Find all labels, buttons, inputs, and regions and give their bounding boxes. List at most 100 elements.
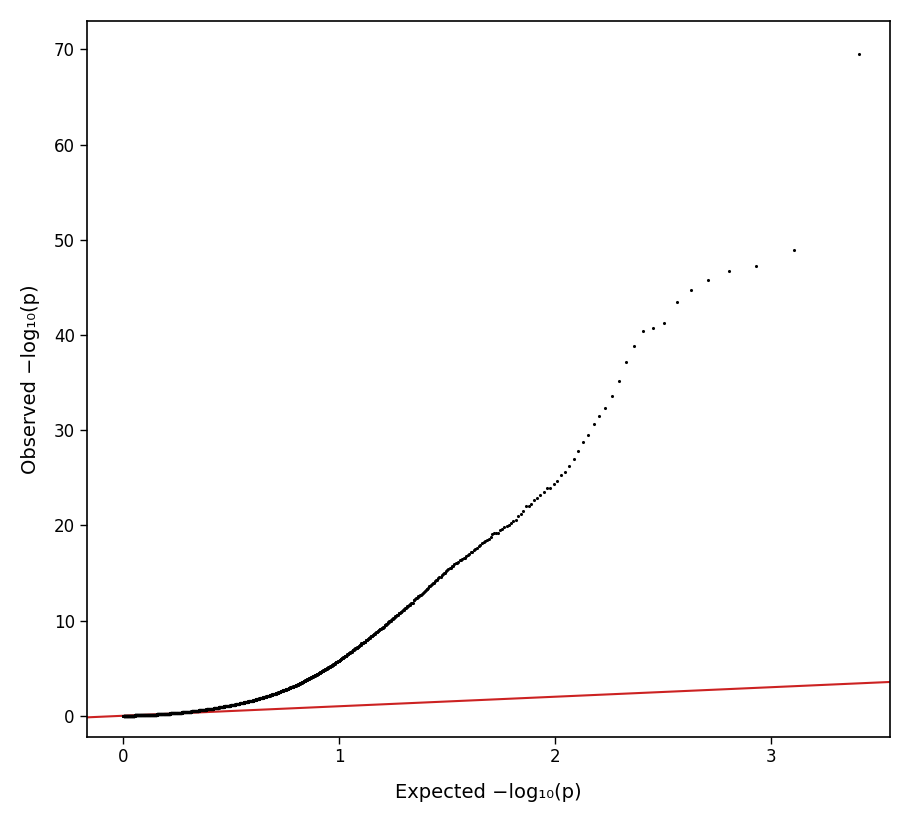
- Point: [205, 702, 220, 715]
- Point: [437, 566, 452, 579]
- Point: [445, 560, 459, 573]
- Point: [237, 696, 251, 709]
- Point: [124, 709, 138, 722]
- Point: [337, 650, 352, 663]
- Point: [293, 677, 308, 690]
- Point: [125, 709, 139, 722]
- Point: [166, 707, 180, 720]
- Point: [292, 677, 307, 690]
- Point: [221, 700, 236, 713]
- Point: [252, 691, 267, 704]
- Point: [237, 695, 251, 709]
- Point: [147, 708, 161, 721]
- Point: [161, 707, 176, 720]
- Point: [188, 704, 202, 718]
- Point: [749, 260, 763, 273]
- Point: [120, 709, 135, 723]
- Point: [131, 709, 146, 722]
- Point: [124, 709, 138, 722]
- Point: [159, 707, 174, 720]
- Point: [251, 692, 265, 705]
- Point: [233, 697, 248, 710]
- Point: [172, 706, 187, 719]
- Point: [128, 709, 142, 722]
- Point: [253, 691, 268, 704]
- Point: [130, 709, 145, 722]
- Point: [268, 687, 282, 700]
- Point: [228, 698, 242, 711]
- Point: [200, 703, 214, 716]
- Point: [278, 683, 292, 696]
- Point: [167, 707, 181, 720]
- Point: [195, 704, 210, 717]
- Point: [285, 681, 300, 694]
- Point: [201, 703, 216, 716]
- Point: [281, 682, 295, 695]
- Point: [125, 709, 139, 722]
- Point: [140, 709, 155, 722]
- Point: [128, 709, 142, 722]
- Point: [179, 705, 193, 718]
- Point: [128, 709, 143, 722]
- Point: [164, 707, 179, 720]
- Point: [184, 705, 199, 718]
- Point: [148, 708, 163, 721]
- Point: [244, 694, 259, 707]
- Point: [169, 706, 183, 719]
- Point: [320, 662, 334, 675]
- Point: [146, 708, 160, 721]
- Point: [124, 709, 138, 722]
- Point: [195, 704, 210, 717]
- Point: [143, 709, 158, 722]
- Point: [130, 709, 145, 722]
- Point: [174, 706, 189, 719]
- Point: [121, 709, 136, 723]
- Point: [175, 706, 189, 719]
- Point: [261, 690, 275, 703]
- Point: [173, 706, 188, 719]
- Point: [138, 709, 152, 722]
- Point: [189, 704, 204, 718]
- Point: [177, 705, 191, 718]
- Point: [124, 709, 138, 722]
- Point: [554, 468, 568, 481]
- Point: [243, 695, 258, 708]
- Point: [146, 708, 160, 721]
- Point: [212, 700, 227, 714]
- Point: [179, 705, 194, 718]
- Point: [130, 709, 145, 722]
- Point: [159, 707, 174, 720]
- Point: [269, 687, 283, 700]
- Point: [322, 660, 337, 673]
- Point: [124, 709, 138, 722]
- Point: [135, 709, 149, 722]
- Point: [129, 709, 144, 722]
- Point: [159, 707, 173, 720]
- Point: [233, 696, 248, 709]
- Point: [336, 650, 351, 663]
- Point: [118, 709, 132, 723]
- Point: [123, 709, 138, 723]
- Point: [183, 705, 198, 718]
- Point: [468, 542, 483, 556]
- Point: [172, 706, 187, 719]
- Point: [299, 673, 313, 686]
- Point: [155, 708, 169, 721]
- Point: [130, 709, 145, 722]
- Point: [140, 709, 155, 722]
- Point: [318, 663, 333, 676]
- Point: [179, 705, 193, 718]
- Point: [129, 709, 144, 722]
- Point: [170, 706, 185, 719]
- Point: [241, 695, 255, 709]
- Point: [126, 709, 140, 722]
- Point: [187, 704, 201, 718]
- Point: [147, 708, 161, 721]
- Point: [178, 705, 192, 718]
- Point: [373, 623, 387, 636]
- Point: [282, 681, 297, 695]
- Point: [286, 680, 301, 693]
- Point: [128, 709, 142, 722]
- Point: [168, 707, 182, 720]
- Point: [179, 705, 193, 718]
